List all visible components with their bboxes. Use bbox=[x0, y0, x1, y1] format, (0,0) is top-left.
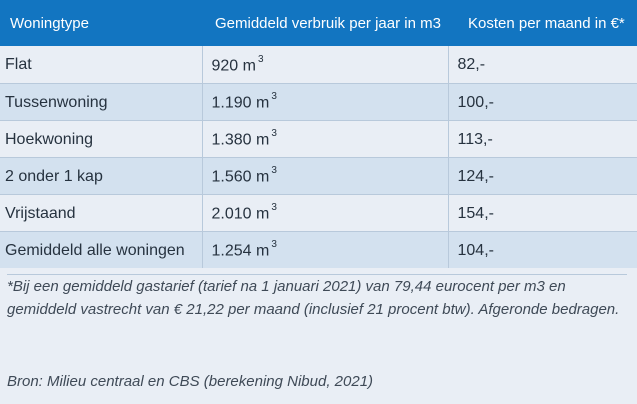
unit-label: m bbox=[256, 205, 270, 223]
gas-usage-table: Woningtype Gemiddeld verbruik per jaar i… bbox=[0, 0, 637, 268]
cell-woningtype: Gemiddeld alle woningen bbox=[0, 230, 202, 268]
cell-kosten: 154,- bbox=[447, 193, 637, 231]
verbruik-value: 1.190 bbox=[211, 94, 252, 112]
unit-label: m bbox=[256, 168, 270, 186]
table-row: Flat 920 m 3 82,- bbox=[0, 46, 637, 83]
table-row: Tussenwoning 1.190 m 3 100,- bbox=[0, 82, 637, 120]
cell-woningtype: Tussenwoning bbox=[0, 82, 202, 120]
table-row: 2 onder 1 kap 1.560 m 3 124,- bbox=[0, 156, 637, 194]
cell-kosten: 113,- bbox=[447, 119, 637, 157]
cell-woningtype: Flat bbox=[0, 46, 202, 83]
header-verbruik: Gemiddeld verbruik per jaar in m3 bbox=[202, 0, 448, 46]
verbruik-value: 920 bbox=[211, 56, 239, 74]
cell-woningtype: 2 onder 1 kap bbox=[0, 156, 202, 194]
unit-exponent: 3 bbox=[257, 53, 264, 65]
cell-woningtype: Hoekwoning bbox=[0, 119, 202, 157]
unit-label: m bbox=[242, 56, 256, 74]
table-header-row: Woningtype Gemiddeld verbruik per jaar i… bbox=[0, 0, 637, 46]
header-woningtype: Woningtype bbox=[0, 0, 202, 46]
unit-label: m bbox=[256, 131, 270, 149]
cell-kosten: 82,- bbox=[447, 46, 637, 83]
unit-exponent: 3 bbox=[271, 164, 277, 176]
cell-kosten: 100,- bbox=[447, 82, 637, 120]
verbruik-value: 1.254 bbox=[211, 242, 252, 260]
table-body: Flat 920 m 3 82,- Tussenwoning 1.190 m 3 100,- H… bbox=[0, 46, 637, 268]
unit-exponent: 3 bbox=[271, 239, 277, 251]
unit-label: m bbox=[256, 242, 270, 260]
unit-exponent: 3 bbox=[271, 201, 277, 213]
footnote: *Bij een gemiddeld gastarief (tarief na … bbox=[7, 274, 627, 321]
verbruik-value: 1.380 bbox=[211, 131, 252, 149]
cell-kosten: 124,- bbox=[447, 156, 637, 194]
table-row: Hoekwoning 1.380 m 3 113,- bbox=[0, 119, 637, 157]
unit-exponent: 3 bbox=[271, 90, 277, 102]
cell-woningtype: Vrijstaand bbox=[0, 193, 202, 231]
cell-kosten: 104,- bbox=[447, 230, 637, 268]
unit-label: m bbox=[256, 94, 270, 112]
verbruik-value: 2.010 bbox=[211, 205, 252, 223]
verbruik-value: 1.560 bbox=[211, 168, 252, 186]
unit-exponent: 3 bbox=[271, 127, 277, 139]
table-row: Gemiddeld alle woningen 1.254 m 3 104,- bbox=[0, 230, 637, 268]
source-line: Bron: Milieu centraal en CBS (berekening… bbox=[7, 373, 374, 390]
header-kosten: Kosten per maand in €* bbox=[448, 0, 637, 46]
table-row: Vrijstaand 2.010 m 3 154,- bbox=[0, 193, 637, 231]
